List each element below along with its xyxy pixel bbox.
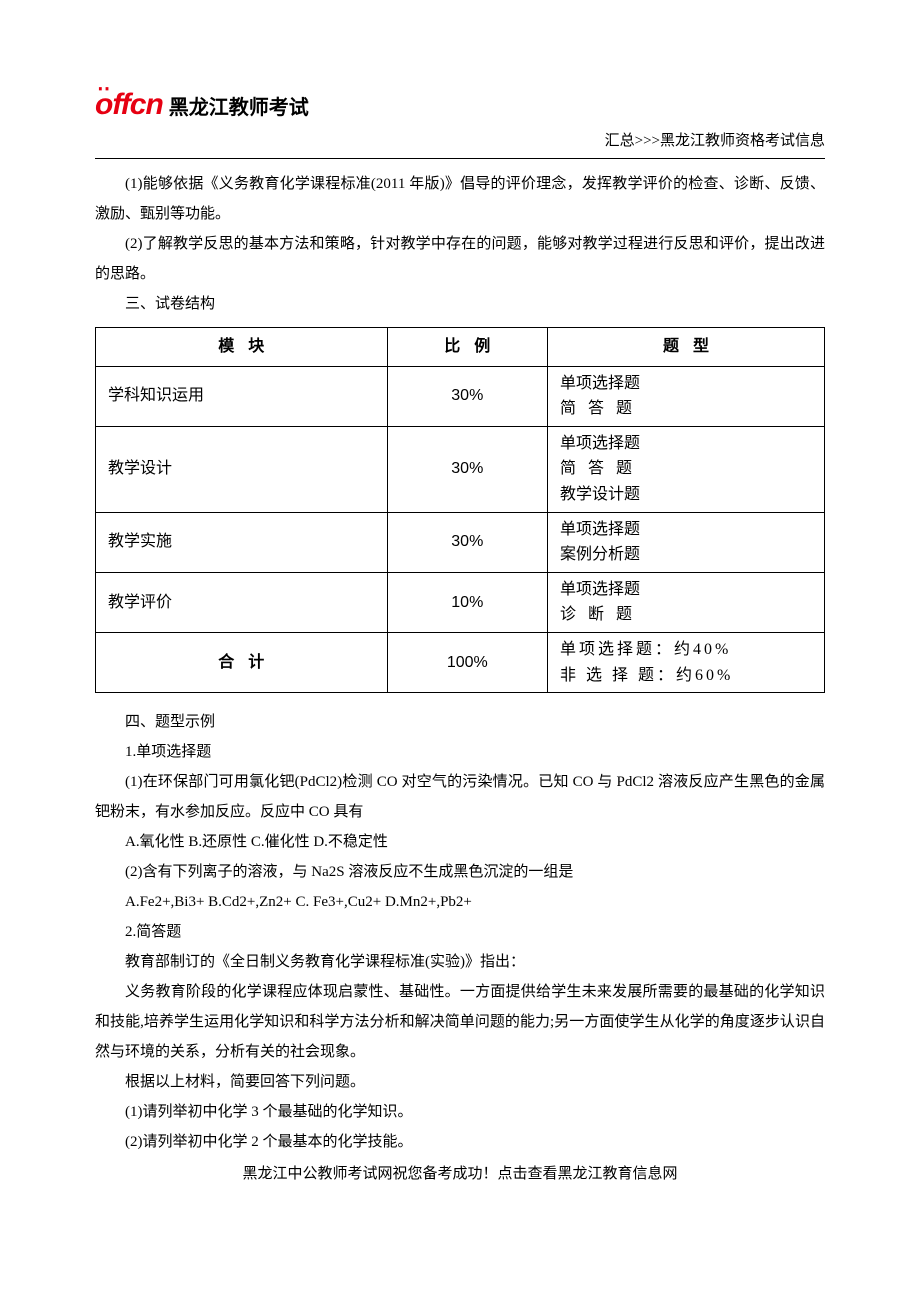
q2e: (2)请列举初中化学 2 个最基本的化学技能。: [95, 1127, 825, 1157]
cell-module: 教学评价: [96, 572, 388, 632]
cell-ratio: 30%: [387, 366, 547, 426]
qtype-line: 单项选择题: [560, 371, 812, 397]
table-row: 教学评价 10% 单项选择题 诊 断 题: [96, 572, 825, 632]
table-row: 教学实施 30% 单项选择题 案例分析题: [96, 512, 825, 572]
table-header-row: 模块 比例 题型: [96, 328, 825, 367]
logo-row: offcn 黑龙江教师考试: [95, 90, 825, 120]
cell-total-label: 合计: [96, 632, 388, 692]
cell-qtype: 单项选择题 案例分析题: [547, 512, 824, 572]
q1a-stem: (1)在环保部门可用氯化钯(PdCl2)检测 CO 对空气的污染情况。已知 CO…: [95, 767, 825, 827]
brand-logo: offcn: [95, 90, 163, 120]
cell-ratio: 30%: [387, 426, 547, 512]
structure-table: 模块 比例 题型 学科知识运用 30% 单项选择题 简 答 题 教学设计 30%…: [95, 327, 825, 693]
qtype-line: 案例分析题: [560, 542, 812, 568]
header-divider: [95, 158, 825, 159]
brand-text: 黑龙江教师考试: [169, 98, 309, 120]
qtype-line: 简 答 题: [560, 396, 812, 422]
cell-module: 学科知识运用: [96, 366, 388, 426]
cell-total-ratio: 100%: [387, 632, 547, 692]
qtype-line: 单项选择题: [560, 577, 812, 603]
q1-heading: 1.单项选择题: [95, 737, 825, 767]
th-ratio: 比例: [387, 328, 547, 367]
qtype-line: 非 选 择 题：约60%: [560, 663, 812, 689]
q1b-options: A.Fe2+,Bi3+ B.Cd2+,Zn2+ C. Fe3+,Cu2+ D.M…: [95, 887, 825, 917]
table-row: 学科知识运用 30% 单项选择题 简 答 题: [96, 366, 825, 426]
cell-ratio: 30%: [387, 512, 547, 572]
header-breadcrumb: 汇总>>>黑龙江教师资格考试信息: [95, 126, 825, 156]
section-4-heading: 四、题型示例: [95, 707, 825, 737]
section-3-heading: 三、试卷结构: [95, 289, 825, 319]
cell-qtype: 单项选择题 简 答 题: [547, 366, 824, 426]
paragraph-1: (1)能够依据《义务教育化学课程标准(2011 年版)》倡导的评价理念，发挥教学…: [95, 169, 825, 229]
cell-module: 教学实施: [96, 512, 388, 572]
qtype-line: 单项选择题：约40%: [560, 637, 812, 663]
qtype-line: 教学设计题: [560, 482, 812, 508]
table-row: 教学设计 30% 单项选择题 简 答 题 教学设计题: [96, 426, 825, 512]
q2-heading: 2.简答题: [95, 917, 825, 947]
th-module: 模块: [96, 328, 388, 367]
cell-ratio: 10%: [387, 572, 547, 632]
q2d: (1)请列举初中化学 3 个最基础的化学知识。: [95, 1097, 825, 1127]
q2c: 根据以上材料，简要回答下列问题。: [95, 1067, 825, 1097]
cell-total-qtype: 单项选择题：约40% 非 选 择 题：约60%: [547, 632, 824, 692]
footer-text: 黑龙江中公教师考试网祝您备考成功！点击查看黑龙江教育信息网: [95, 1159, 825, 1189]
paragraph-2: (2)了解教学反思的基本方法和策略，针对教学中存在的问题，能够对教学过程进行反思…: [95, 229, 825, 289]
q1b-stem: (2)含有下列离子的溶液，与 Na2S 溶液反应不生成黑色沉淀的一组是: [95, 857, 825, 887]
qtype-line: 单项选择题: [560, 431, 812, 457]
qtype-line: 简 答 题: [560, 456, 812, 482]
qtype-line: 诊 断 题: [560, 602, 812, 628]
cell-module: 教学设计: [96, 426, 388, 512]
table-total-row: 合计 100% 单项选择题：约40% 非 选 择 题：约60%: [96, 632, 825, 692]
cell-qtype: 单项选择题 简 答 题 教学设计题: [547, 426, 824, 512]
q2a: 教育部制订的《全日制义务教育化学课程标准(实验)》指出：: [95, 947, 825, 977]
cell-qtype: 单项选择题 诊 断 题: [547, 572, 824, 632]
th-qtype: 题型: [547, 328, 824, 367]
q2b: 义务教育阶段的化学课程应体现启蒙性、基础性。一方面提供给学生未来发展所需要的最基…: [95, 977, 825, 1067]
qtype-line: 单项选择题: [560, 517, 812, 543]
q1a-options: A.氧化性 B.还原性 C.催化性 D.不稳定性: [95, 827, 825, 857]
